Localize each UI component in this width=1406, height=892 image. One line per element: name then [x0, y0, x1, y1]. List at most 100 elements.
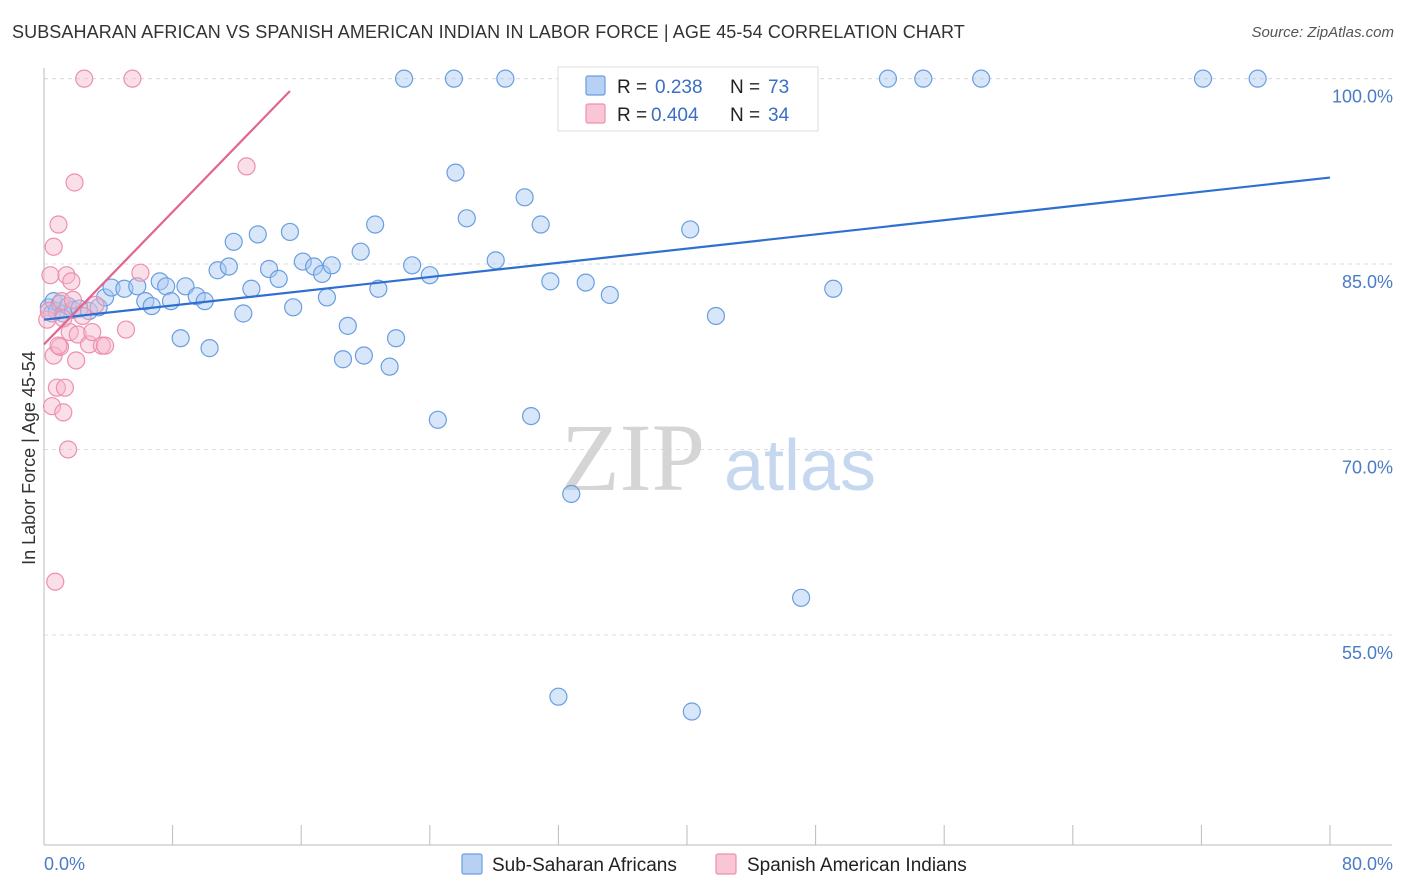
data-point-spanish-american-indian	[46, 572, 65, 591]
data-point-subsaharan	[682, 702, 701, 721]
data-point-spanish-american-indian	[83, 322, 102, 342]
legend: Sub-Saharan Africans Spanish American In…	[461, 853, 967, 876]
source-label: Source: ZipAtlas.com	[1251, 24, 1394, 41]
y-tick-label: 70.0%	[1342, 457, 1393, 477]
y-axis-title: In Labor Force | Age 45-54	[19, 351, 39, 565]
stats-r-label: R =	[617, 105, 647, 126]
data-point-spanish-american-indian	[55, 378, 74, 397]
data-point-subsaharan	[681, 220, 700, 239]
data-point-subsaharan	[208, 261, 227, 280]
trendline-spanish-american-indian	[43, 90, 291, 346]
data-point-subsaharan	[541, 272, 560, 291]
data-point-subsaharan	[562, 484, 581, 504]
data-point-spanish-american-indian	[49, 336, 68, 355]
data-point-subsaharan	[317, 288, 337, 307]
data-point-spanish-american-indian	[123, 69, 142, 88]
data-point-subsaharan	[972, 69, 991, 88]
stats-swatch-blue	[585, 75, 606, 96]
data-point-subsaharan	[428, 410, 447, 429]
data-point-subsaharan	[600, 285, 619, 305]
data-point-subsaharan	[219, 257, 238, 276]
data-point-subsaharan	[792, 588, 811, 607]
data-point-subsaharan	[248, 225, 267, 244]
data-point-spanish-american-indian	[49, 215, 68, 234]
data-point-spanish-american-indian	[65, 173, 84, 192]
y-tick-label: 85.0%	[1342, 272, 1393, 292]
data-point-subsaharan	[259, 259, 279, 279]
stats-r-label: R =	[617, 77, 647, 98]
data-point-subsaharan	[322, 256, 341, 275]
data-point-subsaharan	[234, 304, 253, 323]
stats-n-label: N =	[730, 77, 760, 98]
data-point-subsaharan	[293, 252, 312, 271]
data-point-spanish-american-indian	[75, 69, 94, 88]
data-point-subsaharan	[444, 69, 464, 88]
data-point-spanish-american-indian	[95, 336, 115, 355]
data-point-spanish-american-indian	[54, 403, 73, 422]
watermark-zip: ZIP	[561, 404, 705, 511]
data-point-subsaharan	[89, 298, 108, 317]
data-point-spanish-american-indian	[131, 263, 150, 282]
data-point-subsaharan	[333, 350, 353, 369]
data-point-spanish-american-indian	[42, 397, 62, 416]
data-point-subsaharan	[269, 269, 288, 288]
data-point-subsaharan	[824, 279, 843, 298]
data-point-subsaharan	[284, 298, 303, 317]
data-point-subsaharan	[242, 279, 261, 298]
data-point-subsaharan	[369, 279, 388, 298]
data-point-subsaharan	[280, 222, 300, 242]
data-point-spanish-american-indian	[63, 290, 83, 310]
data-point-spanish-american-indian	[237, 157, 256, 176]
watermark-atlas: atlas	[724, 426, 876, 506]
data-point-subsaharan	[486, 251, 505, 270]
x-tick-label: 0.0%	[44, 854, 85, 874]
stats-r-value: 0.404	[651, 105, 699, 126]
trendline-subsaharan	[43, 176, 1331, 321]
legend-label: Spanish American Indians	[747, 855, 967, 876]
points-layer	[38, 69, 1267, 721]
x-tick-label: 80.0%	[1342, 854, 1393, 874]
y-tick-label: 100.0%	[1332, 87, 1393, 107]
stats-n-value: 73	[768, 77, 789, 98]
data-point-spanish-american-indian	[44, 237, 63, 256]
legend-label: Sub-Saharan Africans	[492, 855, 677, 876]
data-point-subsaharan	[420, 266, 439, 285]
data-point-subsaharan	[496, 69, 515, 88]
stats-n-value: 34	[768, 105, 790, 126]
data-point-subsaharan	[338, 316, 357, 335]
data-point-subsaharan	[394, 69, 414, 88]
data-point-subsaharan	[446, 163, 465, 182]
data-point-spanish-american-indian	[59, 440, 78, 459]
data-point-spanish-american-indian	[62, 272, 81, 291]
data-point-spanish-american-indian	[57, 266, 76, 285]
y-tick-label: 55.0%	[1342, 643, 1393, 663]
data-point-subsaharan	[403, 256, 422, 275]
stats-box: R = 0.238 N = 73 R = 0.404 N = 34	[557, 66, 819, 132]
data-point-subsaharan	[457, 209, 476, 228]
data-point-subsaharan	[914, 69, 933, 88]
data-point-subsaharan	[386, 329, 406, 348]
stats-swatch-pink	[585, 103, 606, 124]
data-point-spanish-american-indian	[41, 266, 60, 285]
data-point-subsaharan	[354, 346, 373, 365]
data-point-subsaharan	[224, 232, 243, 251]
data-point-subsaharan	[200, 339, 219, 358]
trend-layer	[43, 90, 1331, 346]
data-point-subsaharan	[1248, 69, 1267, 88]
data-point-subsaharan	[366, 215, 385, 234]
data-point-subsaharan	[515, 188, 534, 207]
data-point-subsaharan	[171, 329, 190, 348]
x-tick-labels: 0.0% 80.0%	[44, 854, 1393, 874]
data-point-spanish-american-indian	[116, 320, 136, 339]
data-point-subsaharan	[128, 277, 147, 296]
stats-r-value: 0.238	[655, 77, 703, 98]
legend-swatch-blue	[461, 853, 483, 875]
y-tick-labels: 100.0% 85.0% 70.0% 55.0%	[1332, 87, 1393, 663]
data-point-subsaharan	[576, 273, 595, 292]
data-point-spanish-american-indian	[67, 351, 86, 370]
data-point-subsaharan	[380, 357, 399, 376]
data-point-subsaharan	[706, 306, 726, 326]
data-point-subsaharan	[878, 69, 898, 88]
legend-swatch-pink	[715, 853, 737, 875]
